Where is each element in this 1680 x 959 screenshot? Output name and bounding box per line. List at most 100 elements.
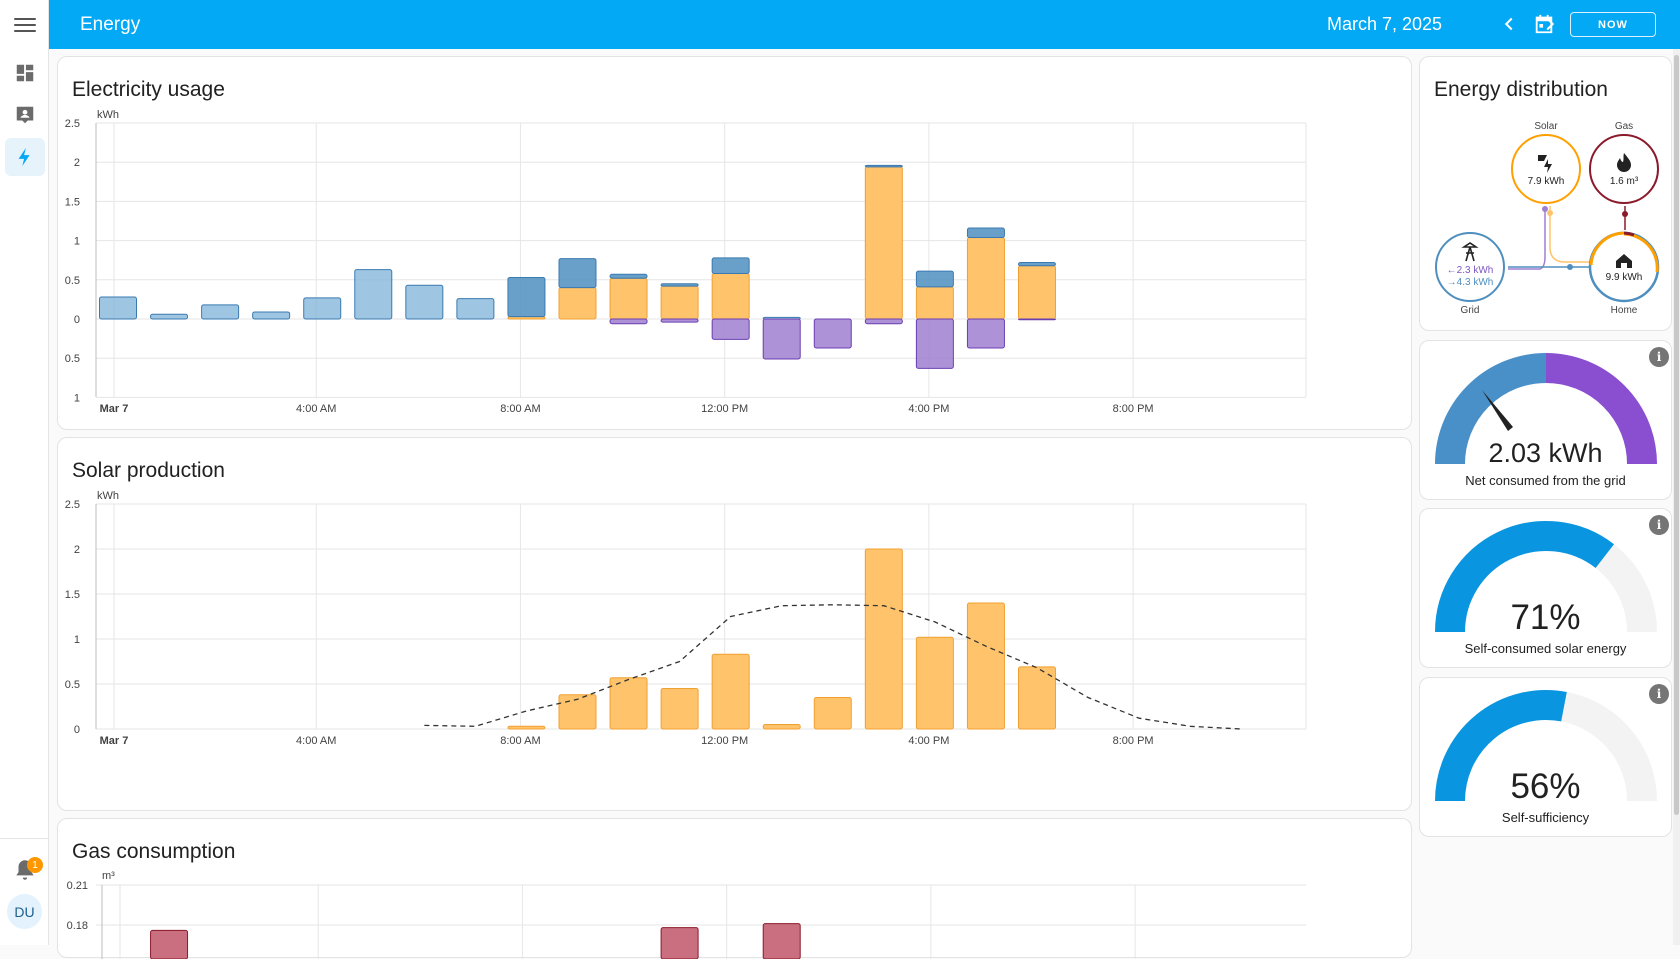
solar-production-bar — [762, 724, 801, 730]
grid-consumption-bar — [558, 258, 597, 289]
info-icon[interactable]: i — [1649, 684, 1669, 704]
y-tick-label: 0.5 — [65, 353, 80, 365]
y-tick-label: 2.5 — [65, 118, 80, 130]
home-value: 9.9 kWh — [1606, 272, 1643, 283]
y-tick-label: 2 — [74, 544, 80, 556]
gauge-label: Self-consumed solar energy — [1464, 641, 1627, 656]
gas-consumption-card: Gas consumption 0.21 0.18 m³ — [57, 818, 1413, 959]
card-title: Solar production — [72, 459, 225, 482]
card-title: Energy distribution — [1434, 78, 1608, 101]
return-to-grid-bar — [609, 318, 648, 325]
grid-consumption-bar — [507, 276, 546, 318]
gauge-needle — [1482, 390, 1513, 431]
fire-icon — [1617, 153, 1631, 172]
y-tick-label: 1.5 — [65, 196, 80, 208]
account-box-icon — [16, 106, 34, 124]
menu-icon[interactable] — [12, 14, 38, 34]
return-to-grid-bar — [711, 318, 750, 340]
sidebar-item-energy[interactable] — [5, 138, 45, 176]
solar-production-bar — [660, 688, 699, 730]
y-tick-label: 0.5 — [65, 679, 80, 691]
top-app-bar: Energy March 7, 2025 NOW — [49, 0, 1680, 49]
solar-consumption-bar — [558, 287, 597, 320]
grid-consumption-bar — [99, 296, 137, 320]
grid-label: Grid — [1461, 305, 1480, 316]
gauge-label: Self-sufficiency — [1501, 810, 1590, 825]
solar-chart[interactable]: 2.5 2 1.5 1 0.5 0 Mar 7 4:00 AM 8:00 AM 12:00 PM 4… — [58, 438, 1413, 812]
solar-production-card: Solar production 2.5 2 1.5 1 0.5 0 Mar 7 4:00 A… — [57, 437, 1412, 811]
solar-production-bar — [864, 548, 903, 730]
y-tick-label: 1.5 — [65, 589, 80, 601]
return-to-grid-bar — [660, 318, 699, 323]
dashboard-icon — [16, 64, 34, 82]
return-to-grid-bar — [864, 318, 903, 325]
x-tick-label: Mar 7 — [100, 403, 129, 415]
solar-production-bar — [1017, 666, 1056, 730]
sidebar: 1 DU — [0, 0, 49, 945]
solar-consumption-bar — [660, 285, 699, 320]
x-tick-label: 8:00 AM — [500, 403, 540, 415]
grid-consumption-bar — [864, 164, 903, 168]
x-tick-label: Mar 7 — [100, 735, 129, 747]
chevron-left-icon[interactable] — [1498, 13, 1520, 35]
solar-consumption-bar — [864, 166, 903, 320]
gas-bar — [762, 923, 801, 959]
info-icon[interactable]: i — [1649, 347, 1669, 367]
return-to-grid-bar — [762, 318, 801, 360]
grid-consumption-bar — [609, 273, 648, 279]
card-title: Gas consumption — [72, 840, 236, 863]
gas-bar — [660, 927, 699, 959]
grid-consumption-bar — [456, 298, 495, 320]
gauge-value: 71% — [1510, 598, 1581, 637]
solar-production-bar — [915, 636, 954, 730]
x-tick-label: 12:00 PM — [701, 403, 748, 415]
gas-chart[interactable]: 0.21 0.18 m³ — [58, 819, 1413, 959]
card-title: Electricity usage — [72, 78, 225, 101]
unit-label: m³ — [102, 870, 115, 882]
solar-node — [1511, 134, 1581, 204]
unit-label: kWh — [97, 109, 119, 121]
x-tick-label: 8:00 PM — [1113, 735, 1154, 747]
scrollbar-thumb[interactable] — [1674, 55, 1679, 815]
gauge-label: Net consumed from the grid — [1465, 473, 1626, 488]
solar-production-bar — [507, 725, 546, 730]
home-icon — [1616, 254, 1632, 268]
grid-consumption-bar — [303, 297, 342, 320]
gas-value: 1.6 m³ — [1610, 176, 1639, 187]
return-to-grid-bar — [813, 318, 852, 349]
solar-power-icon — [1538, 155, 1552, 173]
gas-label: Gas — [1615, 121, 1633, 132]
info-icon[interactable]: i — [1649, 515, 1669, 535]
solar-consumption-bar — [711, 273, 750, 320]
now-button[interactable]: NOW — [1570, 12, 1656, 37]
gauge-value: 2.03 kWh — [1488, 438, 1603, 468]
solar-to-grid-flow — [1508, 206, 1546, 270]
solar-consumption-bar — [1017, 265, 1056, 320]
y-tick-label: 0 — [74, 724, 80, 736]
gauge-value: 56% — [1510, 767, 1581, 806]
solar-to-home-flow — [1549, 206, 1590, 263]
calendar-icon[interactable] — [1533, 13, 1555, 35]
page-title: Energy — [80, 14, 141, 35]
notification-badge: 1 — [27, 857, 43, 873]
self-sufficiency-gauge — [1435, 690, 1657, 802]
y-tick-label: 1 — [74, 236, 80, 248]
grid-consumption-bar — [711, 257, 750, 275]
sidebar-divider — [0, 838, 49, 839]
grid-return-value: ←2.3 kWh — [1447, 265, 1494, 276]
x-tick-label: 4:00 AM — [296, 735, 336, 747]
y-tick-label: 0.18 — [67, 920, 88, 932]
sidebar-item-overview[interactable] — [5, 54, 45, 92]
x-tick-label: 8:00 AM — [500, 735, 540, 747]
energy-distribution-card: Energy distribution Solar 7.9 kWh Gas 1.… — [1419, 56, 1672, 331]
electricity-chart[interactable]: 2.5 2 1.5 1 0.5 0 0.5 1 Mar 7 4:00 AM 8:00 AM 12:00… — [58, 57, 1413, 431]
solar-production-bar — [711, 653, 750, 730]
date-display: March 7, 2025 — [1327, 14, 1443, 34]
transmission-tower-icon — [1461, 242, 1479, 262]
grid-consumption-bar — [252, 311, 291, 320]
sidebar-item-map[interactable] — [5, 96, 45, 134]
solar-consumption-bar — [915, 286, 954, 320]
avatar[interactable]: DU — [7, 894, 42, 929]
solar-value: 7.9 kWh — [1528, 176, 1565, 187]
grid-consumption-bar — [150, 313, 189, 320]
